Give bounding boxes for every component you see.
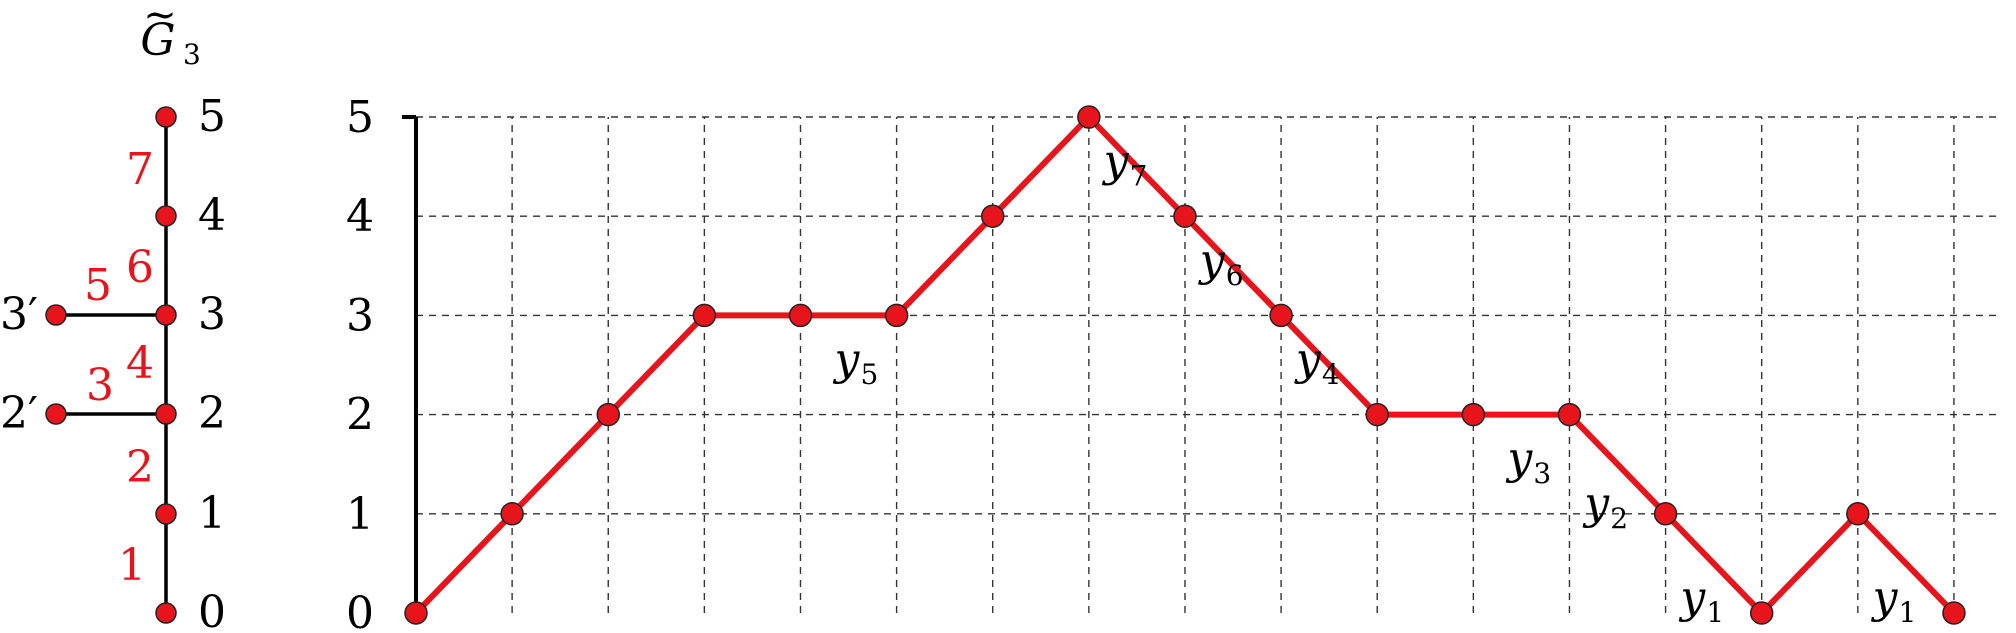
y-tick-label-1: 1: [346, 489, 374, 540]
annotation-subscript: 4: [1322, 358, 1340, 391]
tree-vertex-3: [156, 305, 176, 325]
annotation-subscript: 6: [1226, 259, 1244, 292]
tree-vertex-1: [156, 504, 176, 524]
y-tick-labels: 0 1 2 3 4 5: [346, 92, 374, 633]
data-point: [1366, 404, 1388, 426]
vertex-label-5: 5: [198, 91, 226, 142]
tree-vertex-5: [156, 107, 176, 127]
tree-vertex-0: [156, 603, 176, 623]
data-point: [1174, 205, 1196, 227]
graph-title: G: [140, 15, 175, 66]
annotation-subscript: 2: [1610, 502, 1628, 535]
vertex-label-2prime: 2′: [0, 388, 38, 439]
tree-graph: ~ G 3 0 1 2 3 4 5 2′ 3′ 1 2 3 4 5 6 7: [0, 0, 226, 633]
y-tick-label-3: 3: [346, 290, 374, 341]
edge-label-5: 5: [84, 260, 112, 311]
annotation-subscript: 3: [1533, 457, 1551, 490]
annotation-base: y: [1871, 572, 1899, 623]
edge-label-3: 3: [86, 360, 114, 411]
annotation-base: y: [1102, 136, 1130, 187]
annotation-subscript: 1: [1706, 596, 1724, 629]
graph-title-subscript: 3: [183, 38, 201, 71]
annotation-subscript: 5: [861, 358, 879, 391]
annotation-base: y: [833, 334, 861, 385]
vertex-label-1: 1: [198, 488, 226, 539]
data-point: [1655, 503, 1677, 525]
data-point: [1943, 602, 1965, 624]
edge-label-2: 2: [126, 442, 154, 493]
annotation-base: y: [1294, 334, 1322, 385]
annotation-subscript: 7: [1130, 160, 1148, 193]
y-tick-label-0: 0: [346, 588, 374, 633]
data-point: [501, 503, 523, 525]
vertex-label-4: 4: [198, 190, 226, 241]
data-point: [1462, 404, 1484, 426]
edge-label-7: 7: [126, 144, 154, 195]
data-point: [1558, 404, 1580, 426]
data-point: [1751, 602, 1773, 624]
vertex-label-3: 3: [198, 289, 226, 340]
y-tick-label-5: 5: [346, 92, 374, 143]
annotation-subscript: 1: [1899, 596, 1917, 629]
annotation-base: y: [1582, 478, 1610, 529]
data-point: [982, 205, 1004, 227]
edge-label-6: 6: [126, 242, 154, 293]
data-point: [405, 602, 427, 624]
y-tick-label-2: 2: [346, 390, 374, 441]
tree-vertex-3prime: [46, 305, 66, 325]
edge-label-1: 1: [118, 540, 146, 591]
annotation-base: y: [1678, 572, 1706, 623]
tree-vertex-4: [156, 206, 176, 226]
data-point: [1270, 304, 1292, 326]
data-point: [693, 304, 715, 326]
data-point: [886, 304, 908, 326]
annotation-base: y: [1505, 433, 1533, 484]
data-point: [1078, 106, 1100, 128]
data-point: [789, 304, 811, 326]
data-point: [597, 404, 619, 426]
vertex-label-3prime: 3′: [0, 289, 38, 340]
data-point: [1847, 503, 1869, 525]
edge-label-4: 4: [126, 338, 154, 389]
vertex-label-0: 0: [198, 587, 226, 633]
tree-vertex-2: [156, 404, 176, 424]
tree-vertex-2prime: [46, 404, 66, 424]
annotation-base: y: [1198, 235, 1226, 286]
y-tick-label-4: 4: [346, 191, 374, 242]
vertex-label-2: 2: [198, 388, 226, 439]
